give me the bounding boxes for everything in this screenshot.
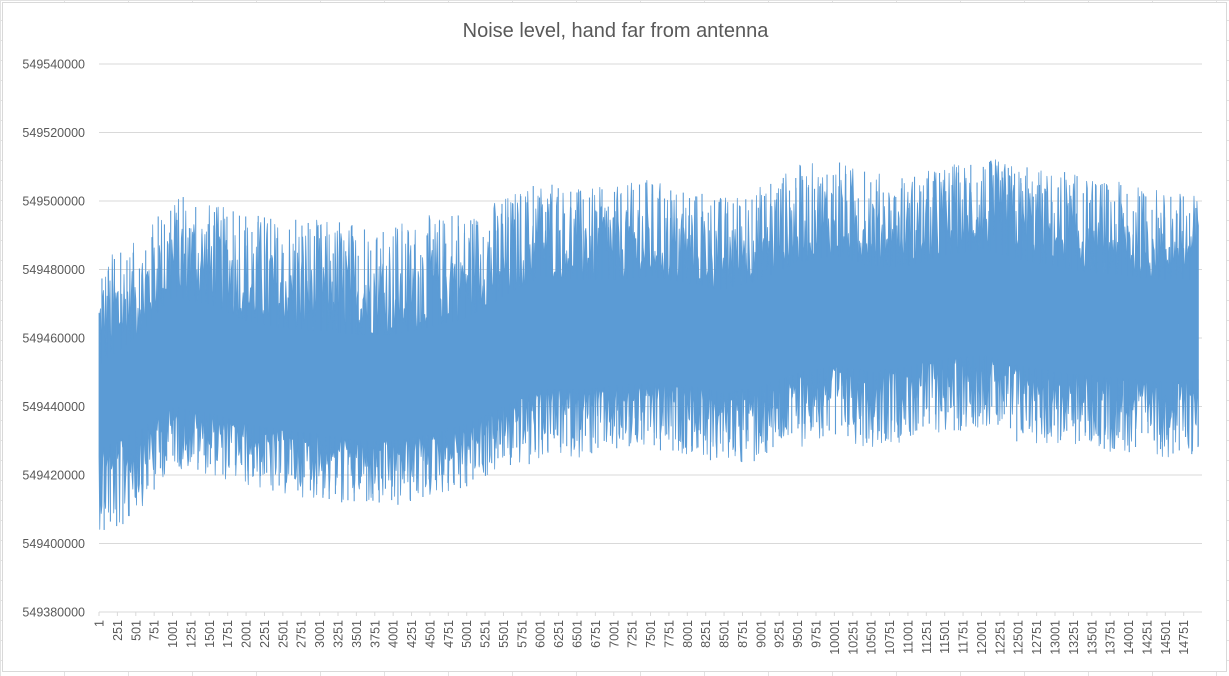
y-tick-label: 549540000	[22, 58, 85, 72]
x-tick-label: 7751	[662, 620, 676, 648]
x-tick-label: 3001	[313, 620, 327, 648]
x-tick-label: 8001	[681, 620, 695, 648]
x-tick-label: 11001	[901, 620, 915, 654]
x-tick-label: 13751	[1104, 620, 1118, 655]
x-tick-label: 14251	[1140, 620, 1154, 655]
x-tick-label: 14751	[1177, 620, 1191, 655]
x-tick-label: 9751	[810, 620, 824, 648]
y-tick-label: 549380000	[22, 606, 85, 620]
x-tick-label: 7251	[626, 620, 640, 648]
x-tick-label: 14001	[1122, 620, 1136, 655]
x-tick-label: 11501	[938, 620, 952, 654]
x-tick-label: 2751	[295, 620, 309, 648]
x-tick-label: 13501	[1085, 620, 1099, 655]
x-tick-label: 6501	[571, 620, 585, 648]
plot-area	[98, 159, 1199, 530]
x-tick-label: 4251	[405, 620, 419, 648]
x-tick-label: 10001	[828, 620, 842, 655]
x-tick-label: 1501	[203, 620, 217, 648]
x-tick-label: 13251	[1067, 620, 1081, 655]
x-tick-label: 2501	[276, 620, 290, 648]
x-axis: 1 251 501 751 1001 1251 1501 1751 2001 2251 2501 27…	[93, 611, 1202, 655]
x-tick-label: 2001	[240, 620, 254, 648]
chart-svg: 549380000 549400000 549420000 549440000 5494…	[22, 58, 1202, 655]
x-tick-label: 751	[148, 620, 162, 641]
x-tick-label: 3501	[350, 620, 364, 648]
x-tick-label: 6001	[534, 620, 548, 648]
y-tick-label: 549480000	[22, 263, 85, 277]
x-tick-label: 11251	[920, 620, 934, 654]
y-tick-label: 549500000	[22, 195, 85, 209]
y-tick-label: 549400000	[22, 537, 85, 551]
x-tick-label: 4001	[387, 620, 401, 648]
x-tick-label: 10251	[846, 620, 860, 655]
x-tick-label: 7501	[644, 620, 658, 648]
x-tick-label: 14501	[1159, 620, 1173, 655]
y-tick-label: 549440000	[22, 400, 85, 414]
x-tick-label: 8751	[736, 620, 750, 648]
x-tick-label: 10501	[865, 620, 879, 655]
x-tick-label: 4751	[442, 620, 456, 648]
x-tick-label: 3251	[332, 620, 346, 648]
y-axis: 549380000 549400000 549420000 549440000 5494…	[22, 58, 85, 620]
x-tick-label: 4501	[423, 620, 437, 648]
x-tick-label: 6251	[552, 620, 566, 648]
x-tick-label: 9251	[773, 620, 787, 648]
x-tick-label: 5501	[497, 620, 511, 648]
x-tick-label: 1751	[221, 620, 235, 648]
x-tick-label: 11751	[957, 620, 971, 654]
x-tick-label: 7001	[607, 620, 621, 648]
x-tick-label: 3751	[368, 620, 382, 648]
y-tick-label: 549420000	[22, 469, 85, 483]
x-tick-label: 12251	[993, 620, 1007, 655]
x-tick-label: 12001	[975, 620, 989, 655]
y-tick-label: 549460000	[22, 332, 85, 346]
x-tick-label: 9001	[754, 620, 768, 648]
x-tick-label: 8501	[718, 620, 732, 648]
x-tick-label: 13001	[1049, 620, 1063, 655]
x-tick-label: 2251	[258, 620, 272, 648]
chart-title: Noise level, hand far from antenna	[462, 20, 769, 42]
x-tick-label: 12751	[1030, 620, 1044, 655]
x-tick-label: 5001	[460, 620, 474, 648]
x-tick-label: 8251	[699, 620, 713, 648]
x-tick-label: 1251	[184, 620, 198, 648]
x-tick-label: 12501	[1012, 620, 1026, 655]
y-tick-label: 549520000	[22, 126, 85, 140]
x-tick-label: 251	[111, 620, 125, 641]
x-tick-label: 5251	[479, 620, 493, 648]
x-tick-label: 5751	[515, 620, 529, 648]
x-tick-label: 1001	[166, 620, 180, 648]
x-tick-label: 501	[129, 620, 143, 641]
x-tick-label: 1	[93, 620, 107, 627]
x-tick-label: 9501	[791, 620, 805, 648]
x-tick-label: 6751	[589, 620, 603, 648]
x-tick-label: 10751	[883, 620, 897, 655]
